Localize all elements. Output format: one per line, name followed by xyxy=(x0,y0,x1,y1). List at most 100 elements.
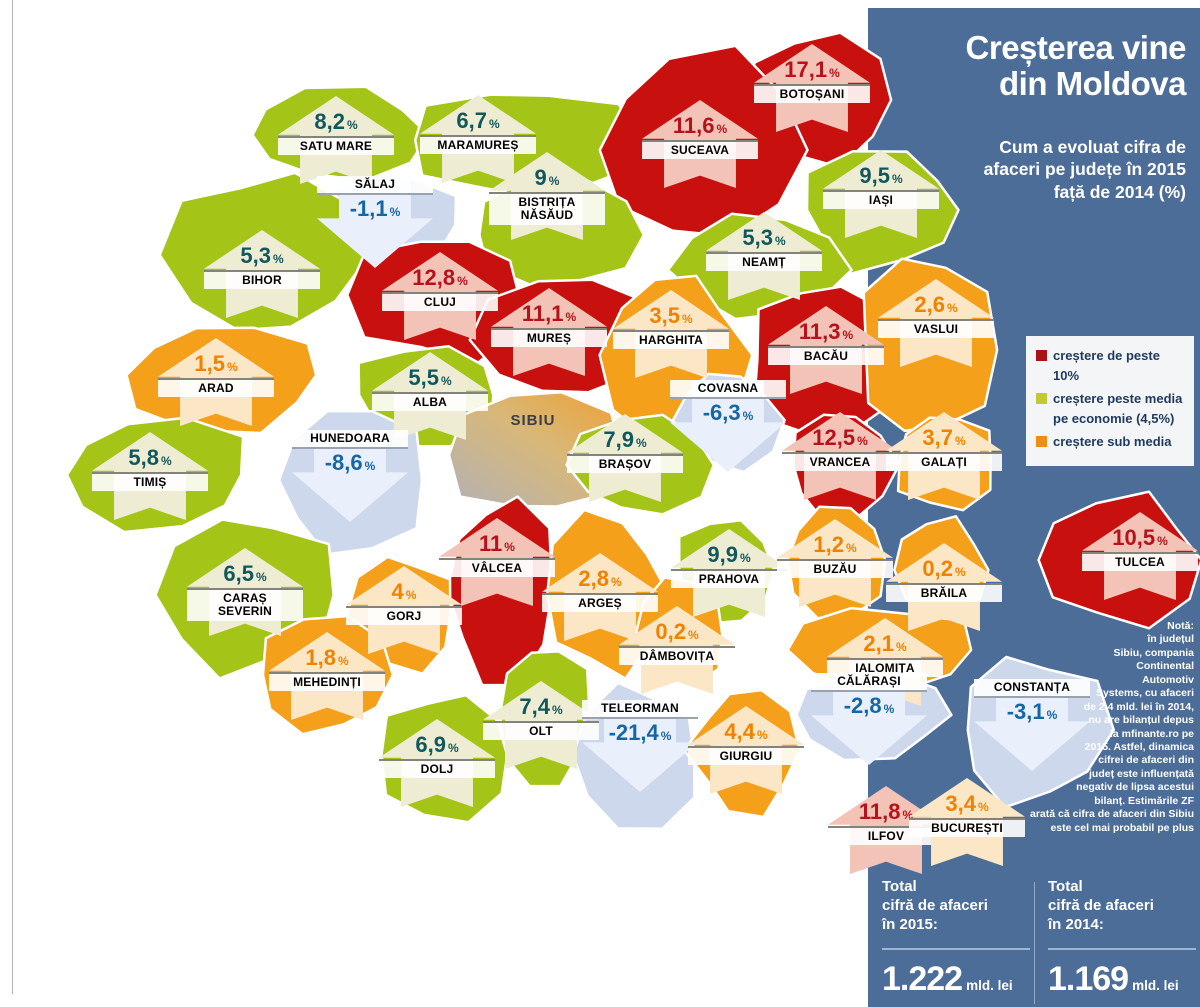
county-marker-vaslui: 2,6% VASLUI xyxy=(878,279,994,367)
county-name: VASLUI xyxy=(878,319,994,339)
county-marker-satu-mare: 8,2% SATU MARE xyxy=(278,96,394,184)
county-value: 3,7% xyxy=(922,425,966,450)
county-name: GIURGIU xyxy=(688,746,804,766)
county-marker-valcea: 11% VÂLCEA xyxy=(439,518,555,606)
county-name: MEHEDINȚI xyxy=(269,672,385,692)
legend-swatch-red-icon xyxy=(1036,350,1047,361)
county-value: 11,1% xyxy=(521,301,577,326)
county-marker-caras-severin: 6,5% CARAȘ SEVERIN xyxy=(187,548,303,636)
county-name: BACĂU xyxy=(768,346,884,366)
county-value: 7,4% xyxy=(519,694,563,719)
county-name: VRANCEA xyxy=(782,452,898,472)
page-left-rule xyxy=(12,0,13,994)
legend-item-sub-media: creștere sub media xyxy=(1036,432,1186,452)
county-value: 5,8% xyxy=(128,445,172,470)
county-marker-buzau: 1,2% BUZĂU xyxy=(777,519,893,607)
county-marker-bacau: 11,3% BACĂU xyxy=(768,306,884,394)
county-value: 6,7% xyxy=(456,108,500,133)
county-value: 4% xyxy=(391,579,417,604)
county-name: IALOMIȚA xyxy=(827,658,943,678)
county-marker-olt: 7,4% OLT xyxy=(483,681,599,769)
county-value: 5,3% xyxy=(742,225,786,250)
legend-item-above-media: creștere peste media pe economie (4,5%) xyxy=(1036,389,1186,428)
county-marker-botosani: 17,1% BOTOȘANI xyxy=(754,44,870,132)
county-name: MUREȘ xyxy=(491,328,607,348)
county-value: 11,6% xyxy=(672,113,728,138)
county-value: 12,5% xyxy=(812,425,868,450)
county-name: SĂLAJ xyxy=(317,176,433,196)
county-value: 17,1% xyxy=(784,57,840,82)
county-value: 6,9% xyxy=(415,732,459,757)
total-2014-label: Total cifră de afaceri în 2014: xyxy=(1048,878,1196,951)
county-marker-tulcea: 10,5% TULCEA xyxy=(1082,512,1198,600)
county-marker-hunedoara: HUNEDOARA -8,6% xyxy=(292,430,408,522)
sibiu-footnote: Notă: în județul Sibiu, compania Contine… xyxy=(1030,620,1194,834)
county-name: VÂLCEA xyxy=(439,558,555,578)
county-name: MARAMUREȘ xyxy=(420,135,536,155)
county-name: OLT xyxy=(483,721,599,741)
total-2015: Total cifră de afaceri în 2015: 1.222 mld… xyxy=(882,878,1030,999)
county-name: IAȘI xyxy=(823,190,939,210)
county-name: SUCEAVA xyxy=(642,140,758,160)
county-value: 4,4% xyxy=(724,719,768,744)
county-marker-salaj: SĂLAJ -1,1% xyxy=(317,176,433,268)
county-marker-iasi: 9,5% IAȘI xyxy=(823,150,939,238)
total-2015-value: 1.222 mld. lei xyxy=(882,960,1030,999)
county-value: 11% xyxy=(479,531,515,556)
info-panel: Creșterea vine din Moldova Cum a evoluat… xyxy=(868,8,1200,1007)
county-marker-cluj: 12,8% CLUJ xyxy=(382,252,498,340)
county-name: NEAMȚ xyxy=(706,252,822,272)
county-value: 2,1% xyxy=(863,631,907,656)
county-name: SATU MARE xyxy=(278,136,394,156)
county-marker-calarasi: CĂLĂRAȘI -2,8% xyxy=(811,673,927,765)
county-value: -8,6% xyxy=(324,450,376,476)
county-name: HARGHITA xyxy=(613,330,729,350)
county-name: DÂMBOVIȚA xyxy=(619,646,735,666)
totals-section: Total cifră de afaceri în 2015: 1.222 mld… xyxy=(868,870,1200,1007)
county-name: TIMIȘ xyxy=(92,472,208,492)
county-value: -21,4% xyxy=(608,720,672,746)
county-marker-arad: 1,5% ARAD xyxy=(158,338,274,426)
legend-label: creștere de peste 10% xyxy=(1053,348,1160,383)
county-marker-maramures: 6,7% MARAMUREȘ xyxy=(420,95,536,183)
total-2014: Total cifră de afaceri în 2014: 1.169 mld… xyxy=(1048,878,1196,999)
county-name: HUNEDOARA xyxy=(292,430,408,450)
county-value: 11,8% xyxy=(858,799,914,824)
county-marker-galati: 3,7% GALAȚI xyxy=(886,412,1002,500)
totals-divider xyxy=(1034,882,1035,1004)
page-subtitle: Cum a evoluat cifra de afaceri pe județe… xyxy=(983,137,1186,202)
county-marker-bihor: 5,3% BIHOR xyxy=(204,230,320,318)
county-marker-harghita: 3,5% HARGHITA xyxy=(613,290,729,378)
county-marker-vrancea: 12,5% VRANCEA xyxy=(782,412,898,500)
county-name: ALBA xyxy=(372,392,488,412)
county-value: 8,2% xyxy=(314,109,358,134)
page-title: Creșterea vine din Moldova xyxy=(965,29,1187,102)
county-name: BOTOȘANI xyxy=(754,84,870,104)
total-2015-unit: mld. lei xyxy=(966,978,1013,994)
county-name: PRAHOVA xyxy=(671,569,787,589)
county-marker-suceava: 11,6% SUCEAVA xyxy=(642,100,758,188)
legend: creștere de peste 10% creștere peste med… xyxy=(1026,336,1194,466)
county-marker-bucuresti: 3,4% BUCUREȘTI xyxy=(909,778,1025,866)
county-marker-arges: 2,8% ARGEȘ xyxy=(542,553,658,641)
county-value: 3,5% xyxy=(649,303,693,328)
total-2015-label: Total cifră de afaceri în 2015: xyxy=(882,878,1030,951)
county-value: 6,5% xyxy=(223,561,267,586)
county-value: 7,9% xyxy=(603,427,647,452)
county-marker-giurgiu: 4,4% GIURGIU xyxy=(688,706,804,794)
county-value: -6,3% xyxy=(702,400,754,426)
county-marker-mehedinti: 1,8% MEHEDINȚI xyxy=(269,632,385,720)
total-2015-number: 1.222 xyxy=(882,960,963,999)
county-name: CĂLĂRAȘI xyxy=(811,673,927,693)
county-name: CARAȘ SEVERIN xyxy=(187,588,303,621)
legend-label: creștere sub media xyxy=(1053,434,1172,449)
county-value: 11,3% xyxy=(798,319,854,344)
total-2014-unit: mld. lei xyxy=(1132,978,1179,994)
county-marker-neamt: 5,3% NEAMȚ xyxy=(706,212,822,300)
county-name: BUZĂU xyxy=(777,559,893,579)
legend-swatch-orange-icon xyxy=(1036,436,1047,447)
county-value: 1,8% xyxy=(305,645,349,670)
county-value: 9,5% xyxy=(859,163,903,188)
county-name: DOLJ xyxy=(379,759,495,779)
